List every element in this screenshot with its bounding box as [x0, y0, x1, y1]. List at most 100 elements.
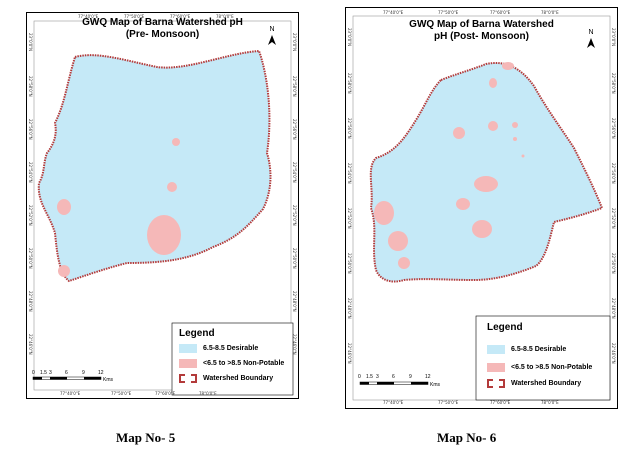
- legend-item-boundary: Watershed Boundary: [487, 379, 581, 388]
- north-arrow-icon: [268, 35, 276, 45]
- tick-right: 22°46'0"N: [292, 334, 297, 355]
- legend-swatch: [179, 374, 197, 383]
- non-potable-zone: [512, 122, 518, 128]
- non-potable-zone: [172, 138, 180, 146]
- legend-swatch: [179, 344, 197, 353]
- tick-bottom: 78°0'0"E: [541, 400, 559, 405]
- tick-left: 22°50'0"N: [347, 253, 352, 274]
- tick-left: 22°54'0"N: [28, 162, 33, 183]
- legend-swatch: [179, 359, 197, 368]
- legend-swatch: [487, 363, 505, 372]
- scale-label: 3: [376, 374, 379, 380]
- tick-right: 22°48'0"N: [292, 291, 297, 312]
- legend-label: 6.5-8.5 Desirable: [203, 345, 259, 352]
- map-post-monsoon: GWQ Map of Barna Watershed pH (Post- Mon…: [345, 7, 618, 409]
- tick-right: 22°50'0"N: [292, 248, 297, 269]
- scale-label: 9: [82, 370, 85, 376]
- tick-left: 22°54'0"N: [347, 163, 352, 184]
- legend-item-non-potable: <6.5 to >8.5 Non-Potable: [487, 363, 592, 372]
- tick-top: 77°60'0"E: [490, 10, 511, 15]
- north-arrow-icon: [587, 38, 595, 48]
- map-caption-6: Map No- 6: [437, 430, 497, 445]
- tick-right: 22°56'0"N: [292, 119, 297, 140]
- legend-label: 6.5-8.5 Desirable: [511, 346, 567, 353]
- scale-bar: [359, 381, 429, 385]
- scale-label: 0: [358, 374, 361, 380]
- scale-label: 3: [49, 370, 52, 376]
- legend-title: Legend: [487, 322, 523, 333]
- tick-right: 22°58'0"N: [292, 76, 297, 97]
- non-potable-zone: [388, 231, 408, 251]
- scale-label: 1.5: [40, 370, 47, 376]
- scale-label: 12: [425, 374, 431, 380]
- scale-unit: Kms: [430, 382, 440, 388]
- tick-right: 22°54'0"N: [611, 163, 616, 184]
- tick-left: 23°0'0"N: [28, 33, 33, 52]
- tick-bottom: 77°50'0"E: [111, 391, 132, 396]
- non-potable-zone: [488, 121, 498, 131]
- legend-item-desirable: 6.5-8.5 Desirable: [179, 344, 258, 353]
- tick-top: 77°40'0"E: [383, 10, 404, 15]
- north-label: N: [269, 26, 275, 33]
- north-label: N: [588, 29, 594, 36]
- scale-label: 0: [32, 370, 35, 376]
- tick-right: 22°46'0"N: [611, 343, 616, 364]
- map-post-monsoon-canvas: [352, 15, 611, 401]
- tick-left: 22°52'0"N: [347, 208, 352, 229]
- scale-label: 12: [98, 370, 104, 376]
- tick-right: 23°0'0"N: [292, 33, 297, 52]
- tick-left: 22°56'0"N: [347, 118, 352, 139]
- tick-top: 77°40'0"E: [78, 14, 99, 19]
- legend-item-non-potable: <6.5 to >8.5 Non-Potable: [179, 359, 284, 368]
- legend-title: Legend: [179, 328, 215, 339]
- legend-swatch: [487, 345, 505, 354]
- non-potable-zone: [147, 215, 181, 255]
- non-potable-zone: [57, 199, 71, 215]
- tick-top: 78°0'0"E: [541, 10, 559, 15]
- tick-right: 23°0'0"N: [611, 28, 616, 47]
- tick-top: 77°50'0"E: [438, 10, 459, 15]
- tick-right: 22°50'0"N: [611, 253, 616, 274]
- non-potable-zone: [521, 154, 525, 158]
- tick-bottom: 77°60'0"E: [490, 400, 511, 405]
- tick-left: 22°58'0"N: [347, 73, 352, 94]
- tick-left: 22°46'0"N: [347, 343, 352, 364]
- tick-right: 22°52'0"N: [292, 205, 297, 226]
- tick-left: 22°58'0"N: [28, 76, 33, 97]
- tick-left: 22°48'0"N: [28, 291, 33, 312]
- non-potable-zone: [513, 137, 517, 141]
- legend-item-desirable: 6.5-8.5 Desirable: [487, 345, 566, 354]
- tick-bottom: 77°60'0"E: [155, 391, 176, 396]
- watershed-desirable-area: [369, 62, 604, 283]
- watershed-desirable-area: [37, 49, 272, 283]
- tick-top: 77°60'0"E: [170, 14, 191, 19]
- tick-left: 22°56'0"N: [28, 119, 33, 140]
- tick-right: 22°58'0"N: [611, 73, 616, 94]
- legend-label: Watershed Boundary: [203, 375, 274, 382]
- tick-bottom: 77°40'0"E: [383, 400, 404, 405]
- non-potable-zone: [489, 78, 497, 88]
- scale-bar: [32, 376, 102, 380]
- tick-right: 22°48'0"N: [611, 298, 616, 319]
- tick-left: 22°52'0"N: [28, 205, 33, 226]
- scale-label: 6: [65, 370, 68, 376]
- map-pre-monsoon-canvas: [32, 20, 294, 396]
- scale-unit: Kms: [103, 377, 113, 383]
- map-title: GWQ Map of Barna Watershed pH: [82, 17, 243, 28]
- non-potable-zone: [502, 62, 514, 70]
- legend-label: <6.5 to >8.5 Non-Potable: [203, 360, 285, 367]
- non-potable-zone: [374, 201, 394, 225]
- legend-item-boundary: Watershed Boundary: [179, 374, 273, 383]
- map-title: GWQ Map of Barna Watershed: [409, 19, 554, 30]
- tick-bottom: 77°50'0"E: [438, 400, 459, 405]
- non-potable-zone: [456, 198, 470, 210]
- non-potable-zone: [58, 265, 70, 277]
- tick-bottom: 77°40'0"E: [60, 391, 81, 396]
- non-potable-zone: [398, 257, 410, 269]
- tick-right: 22°56'0"N: [611, 118, 616, 139]
- tick-top: 78°0'0"E: [216, 14, 234, 19]
- map-subtitle: (Pre- Monsoon): [125, 29, 200, 40]
- map-subtitle: pH (Post- Monsoon): [434, 31, 529, 42]
- map-pre-monsoon: GWQ Map of Barna Watershed pH (Pre- Mons…: [26, 12, 299, 399]
- tick-left: 22°48'0"N: [347, 298, 352, 319]
